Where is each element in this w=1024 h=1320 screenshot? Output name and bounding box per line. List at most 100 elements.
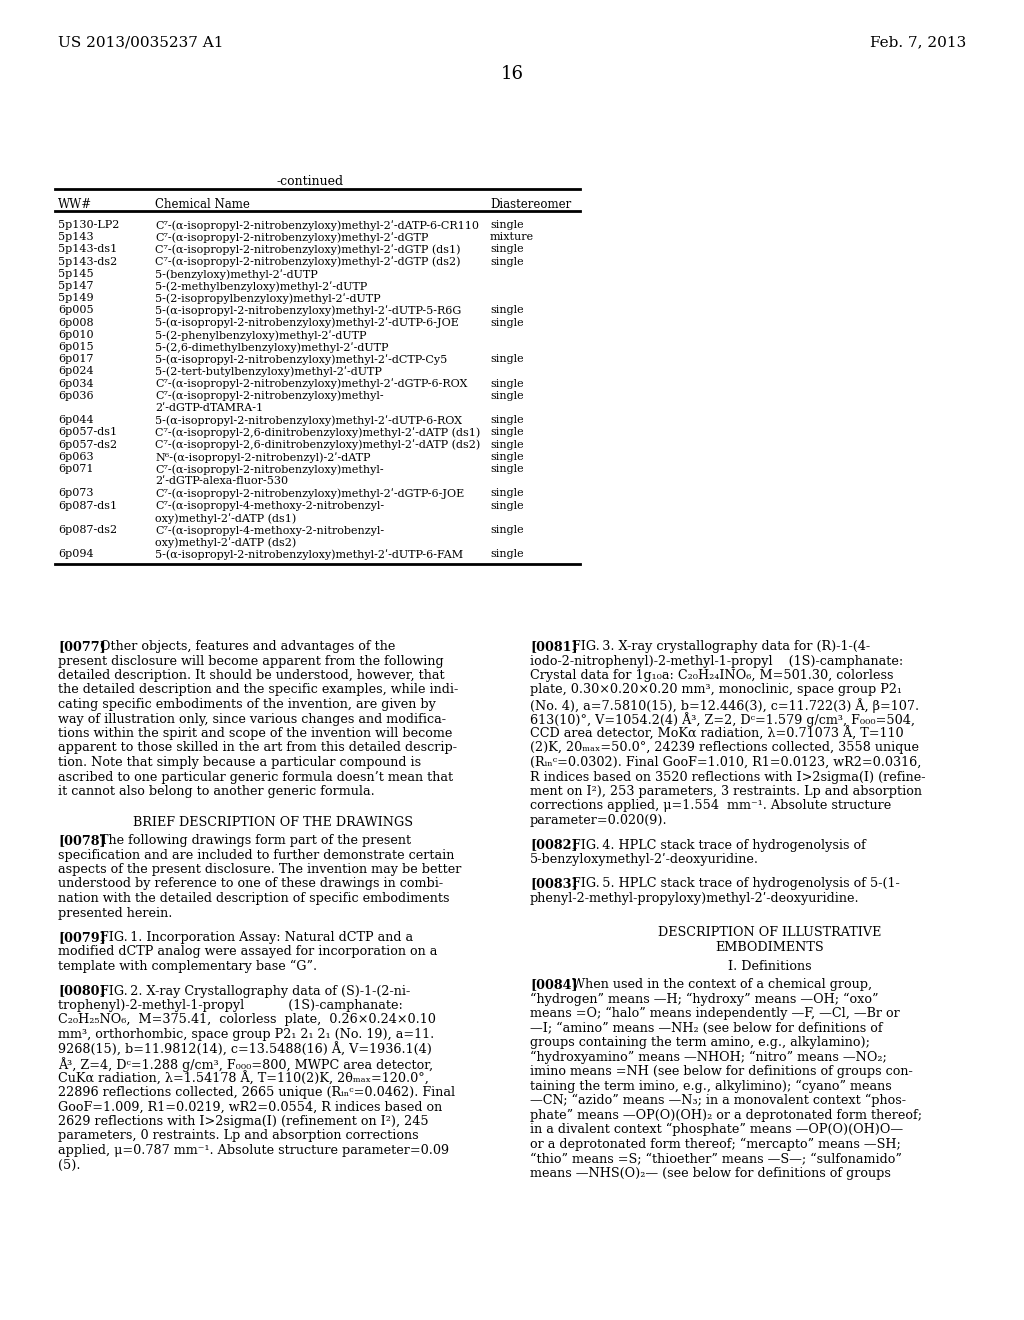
Text: 5-benzyloxymethyl-2ʹ-deoxyuridine.: 5-benzyloxymethyl-2ʹ-deoxyuridine. <box>530 853 759 866</box>
Text: “hydrogen” means —H; “hydroxy” means —OH; “oxo”: “hydrogen” means —H; “hydroxy” means —OH… <box>530 993 879 1006</box>
Text: ascribed to one particular generic formula doesn’t mean that: ascribed to one particular generic formu… <box>58 771 454 784</box>
Text: 613(10)°, V=1054.2(4) Å³, Z=2, Dᶜ=1.579 g/cm³, F₀₀₀=504,: 613(10)°, V=1054.2(4) Å³, Z=2, Dᶜ=1.579 … <box>530 713 915 727</box>
Text: FIG. 2. X-ray Crystallography data of (S)-1-(2-ni-: FIG. 2. X-ray Crystallography data of (S… <box>100 985 411 998</box>
Text: modified dCTP analog were assayed for incorporation on a: modified dCTP analog were assayed for in… <box>58 945 437 958</box>
Text: tion. Note that simply because a particular compound is: tion. Note that simply because a particu… <box>58 756 421 770</box>
Text: imino means =NH (see below for definitions of groups con-: imino means =NH (see below for definitio… <box>530 1065 912 1078</box>
Text: single: single <box>490 244 523 255</box>
Text: 16: 16 <box>501 65 523 83</box>
Text: oxy)methyl-2ʹ-dATP (ds1): oxy)methyl-2ʹ-dATP (ds1) <box>155 512 296 524</box>
Text: —I; “amino” means —NH₂ (see below for definitions of: —I; “amino” means —NH₂ (see below for de… <box>530 1022 883 1035</box>
Text: C⁷-(α-isopropyl-4-methoxy-2-nitrobenzyl-: C⁷-(α-isopropyl-4-methoxy-2-nitrobenzyl- <box>155 525 384 536</box>
Text: 6p063: 6p063 <box>58 451 93 462</box>
Text: [0079]: [0079] <box>58 931 105 944</box>
Text: or a deprotonated form thereof; “mercapto” means —SH;: or a deprotonated form thereof; “mercapt… <box>530 1138 901 1151</box>
Text: [0080]: [0080] <box>58 985 105 998</box>
Text: single: single <box>490 440 523 450</box>
Text: (No. 4), a=7.5810(15), b=12.446(3), c=11.722(3) Å, β=107.: (No. 4), a=7.5810(15), b=12.446(3), c=11… <box>530 698 920 713</box>
Text: 6p087-ds1: 6p087-ds1 <box>58 500 117 511</box>
Text: detailed description. It should be understood, however, that: detailed description. It should be under… <box>58 669 444 682</box>
Text: C⁷-(α-isopropyl-2-nitrobenzyloxy)methyl-2ʹ-dGTP-6-JOE: C⁷-(α-isopropyl-2-nitrobenzyloxy)methyl-… <box>155 488 464 499</box>
Text: C⁷-(α-isopropyl-2-nitrobenzyloxy)methyl-2ʹ-dGTP (ds2): C⁷-(α-isopropyl-2-nitrobenzyloxy)methyl-… <box>155 256 461 268</box>
Text: 5-(α-isopropyl-2-nitrobenzyloxy)methyl-2ʹ-dUTP-6-JOE: 5-(α-isopropyl-2-nitrobenzyloxy)methyl-2… <box>155 318 459 329</box>
Text: C⁷-(α-isopropyl-2-nitrobenzyloxy)methyl-: C⁷-(α-isopropyl-2-nitrobenzyloxy)methyl- <box>155 465 384 475</box>
Text: 5-(α-isopropyl-2-nitrobenzyloxy)methyl-2ʹ-dUTP-6-FAM: 5-(α-isopropyl-2-nitrobenzyloxy)methyl-2… <box>155 549 463 560</box>
Text: trophenyl)-2-methyl-1-propyl           (1S)-camphanate:: trophenyl)-2-methyl-1-propyl (1S)-campha… <box>58 999 402 1012</box>
Text: 5p143-ds2: 5p143-ds2 <box>58 256 118 267</box>
Text: 6p057-ds2: 6p057-ds2 <box>58 440 117 450</box>
Text: 5p147: 5p147 <box>58 281 93 290</box>
Text: C⁷-(α-isopropyl-4-methoxy-2-nitrobenzyl-: C⁷-(α-isopropyl-4-methoxy-2-nitrobenzyl- <box>155 500 384 511</box>
Text: single: single <box>490 256 523 267</box>
Text: [0077]: [0077] <box>58 640 105 653</box>
Text: single: single <box>490 318 523 327</box>
Text: FIG. 3. X-ray crystallography data for (R)-1-(4-: FIG. 3. X-ray crystallography data for (… <box>572 640 870 653</box>
Text: [0084]: [0084] <box>530 978 578 991</box>
Text: 5p145: 5p145 <box>58 269 93 279</box>
Text: aspects of the present disclosure. The invention may be better: aspects of the present disclosure. The i… <box>58 863 462 876</box>
Text: (5).: (5). <box>58 1159 81 1172</box>
Text: single: single <box>490 488 523 499</box>
Text: C⁷-(α-isopropyl-2-nitrobenzyloxy)methyl-2ʹ-dGTP: C⁷-(α-isopropyl-2-nitrobenzyloxy)methyl-… <box>155 232 428 243</box>
Text: 6p034: 6p034 <box>58 379 93 388</box>
Text: —CN; “azido” means —N₃; in a monovalent context “phos-: —CN; “azido” means —N₃; in a monovalent … <box>530 1094 906 1107</box>
Text: phate” means —OP(O)(OH)₂ or a deprotonated form thereof;: phate” means —OP(O)(OH)₂ or a deprotonat… <box>530 1109 922 1122</box>
Text: WW#: WW# <box>58 198 92 211</box>
Text: [0083]: [0083] <box>530 878 578 891</box>
Text: The following drawings form part of the present: The following drawings form part of the … <box>100 834 411 847</box>
Text: C⁷-(α-isopropyl-2-nitrobenzyloxy)methyl-2ʹ-dATP-6-CR110: C⁷-(α-isopropyl-2-nitrobenzyloxy)methyl-… <box>155 220 479 231</box>
Text: 6p015: 6p015 <box>58 342 93 352</box>
Text: N⁶-(α-isopropyl-2-nitrobenzyl)-2ʹ-dATP: N⁶-(α-isopropyl-2-nitrobenzyl)-2ʹ-dATP <box>155 451 371 462</box>
Text: 5-(2-methylbenzyloxy)methyl-2ʹ-dUTP: 5-(2-methylbenzyloxy)methyl-2ʹ-dUTP <box>155 281 368 292</box>
Text: [0082]: [0082] <box>530 838 578 851</box>
Text: Feb. 7, 2013: Feb. 7, 2013 <box>869 36 966 49</box>
Text: the detailed description and the specific examples, while indi-: the detailed description and the specifi… <box>58 684 459 697</box>
Text: 9268(15), b=11.9812(14), c=13.5488(16) Å, V=1936.1(4): 9268(15), b=11.9812(14), c=13.5488(16) Å… <box>58 1043 432 1056</box>
Text: 5-(2-tert-butylbenzyloxy)methyl-2ʹ-dUTP: 5-(2-tert-butylbenzyloxy)methyl-2ʹ-dUTP <box>155 367 382 378</box>
Text: C⁷-(α-isopropyl-2,6-dinitrobenzyloxy)methyl-2ʹ-dATP (ds1): C⁷-(α-isopropyl-2,6-dinitrobenzyloxy)met… <box>155 428 480 438</box>
Text: 2ʹ-dGTP-alexa-fluor-530: 2ʹ-dGTP-alexa-fluor-530 <box>155 477 288 486</box>
Text: Diastereomer: Diastereomer <box>490 198 571 211</box>
Text: single: single <box>490 305 523 315</box>
Text: parameters, 0 restraints. Lp and absorption corrections: parameters, 0 restraints. Lp and absorpt… <box>58 1130 419 1143</box>
Text: specification and are included to further demonstrate certain: specification and are included to furthe… <box>58 849 455 862</box>
Text: 6p071: 6p071 <box>58 465 93 474</box>
Text: understood by reference to one of these drawings in combi-: understood by reference to one of these … <box>58 878 443 891</box>
Text: mm³, orthorhombic, space group P2₁ 2₁ 2₁ (No. 19), a=11.: mm³, orthorhombic, space group P2₁ 2₁ 2₁… <box>58 1028 434 1041</box>
Text: EMBODIMENTS: EMBODIMENTS <box>716 941 824 954</box>
Text: means =O; “halo” means independently —F, —Cl, —Br or: means =O; “halo” means independently —F,… <box>530 1007 900 1020</box>
Text: 5p143-ds1: 5p143-ds1 <box>58 244 118 255</box>
Text: single: single <box>490 428 523 437</box>
Text: means —NHS(O)₂— (see below for definitions of groups: means —NHS(O)₂— (see below for definitio… <box>530 1167 891 1180</box>
Text: oxy)methyl-2ʹ-dATP (ds2): oxy)methyl-2ʹ-dATP (ds2) <box>155 537 296 548</box>
Text: 5-(2,6-dimethylbenzyloxy)methyl-2ʹ-dUTP: 5-(2,6-dimethylbenzyloxy)methyl-2ʹ-dUTP <box>155 342 388 352</box>
Text: 6p044: 6p044 <box>58 416 93 425</box>
Text: 6p010: 6p010 <box>58 330 93 339</box>
Text: GooF=1.009, R1=0.0219, wR2=0.0554, R indices based on: GooF=1.009, R1=0.0219, wR2=0.0554, R ind… <box>58 1101 442 1114</box>
Text: [0081]: [0081] <box>530 640 578 653</box>
Text: BRIEF DESCRIPTION OF THE DRAWINGS: BRIEF DESCRIPTION OF THE DRAWINGS <box>133 816 413 829</box>
Text: cating specific embodiments of the invention, are given by: cating specific embodiments of the inven… <box>58 698 436 711</box>
Text: mixture: mixture <box>490 232 535 242</box>
Text: 5-(2-isopropylbenzyloxy)methyl-2ʹ-dUTP: 5-(2-isopropylbenzyloxy)methyl-2ʹ-dUTP <box>155 293 381 304</box>
Text: single: single <box>490 220 523 230</box>
Text: 5-(α-isopropyl-2-nitrobenzyloxy)methyl-2ʹ-dUTP-6-ROX: 5-(α-isopropyl-2-nitrobenzyloxy)methyl-2… <box>155 416 462 426</box>
Text: 6p024: 6p024 <box>58 367 93 376</box>
Text: groups containing the term amino, e.g., alkylamino);: groups containing the term amino, e.g., … <box>530 1036 869 1049</box>
Text: R indices based on 3520 reflections with I>2sigma(I) (refine-: R indices based on 3520 reflections with… <box>530 771 926 784</box>
Text: DESCRIPTION OF ILLUSTRATIVE: DESCRIPTION OF ILLUSTRATIVE <box>658 927 882 940</box>
Text: template with complementary base “G”.: template with complementary base “G”. <box>58 960 317 973</box>
Text: 6p073: 6p073 <box>58 488 93 499</box>
Text: single: single <box>490 549 523 560</box>
Text: present disclosure will become apparent from the following: present disclosure will become apparent … <box>58 655 443 668</box>
Text: Chemical Name: Chemical Name <box>155 198 250 211</box>
Text: single: single <box>490 391 523 401</box>
Text: presented herein.: presented herein. <box>58 907 172 920</box>
Text: (Rᵢₙᶜ=0.0302). Final GooF=1.010, R1=0.0123, wR2=0.0316,: (Rᵢₙᶜ=0.0302). Final GooF=1.010, R1=0.01… <box>530 756 922 770</box>
Text: “hydroxyamino” means —NHOH; “nitro” means —NO₂;: “hydroxyamino” means —NHOH; “nitro” mean… <box>530 1051 887 1064</box>
Text: 6p017: 6p017 <box>58 354 93 364</box>
Text: 22896 reflections collected, 2665 unique (Rᵢₙᶜ=0.0462). Final: 22896 reflections collected, 2665 unique… <box>58 1086 455 1100</box>
Text: 6p094: 6p094 <box>58 549 93 560</box>
Text: it cannot also belong to another generic formula.: it cannot also belong to another generic… <box>58 785 375 799</box>
Text: in a divalent context “phosphate” means —OP(O)(OH)O—: in a divalent context “phosphate” means … <box>530 1123 903 1137</box>
